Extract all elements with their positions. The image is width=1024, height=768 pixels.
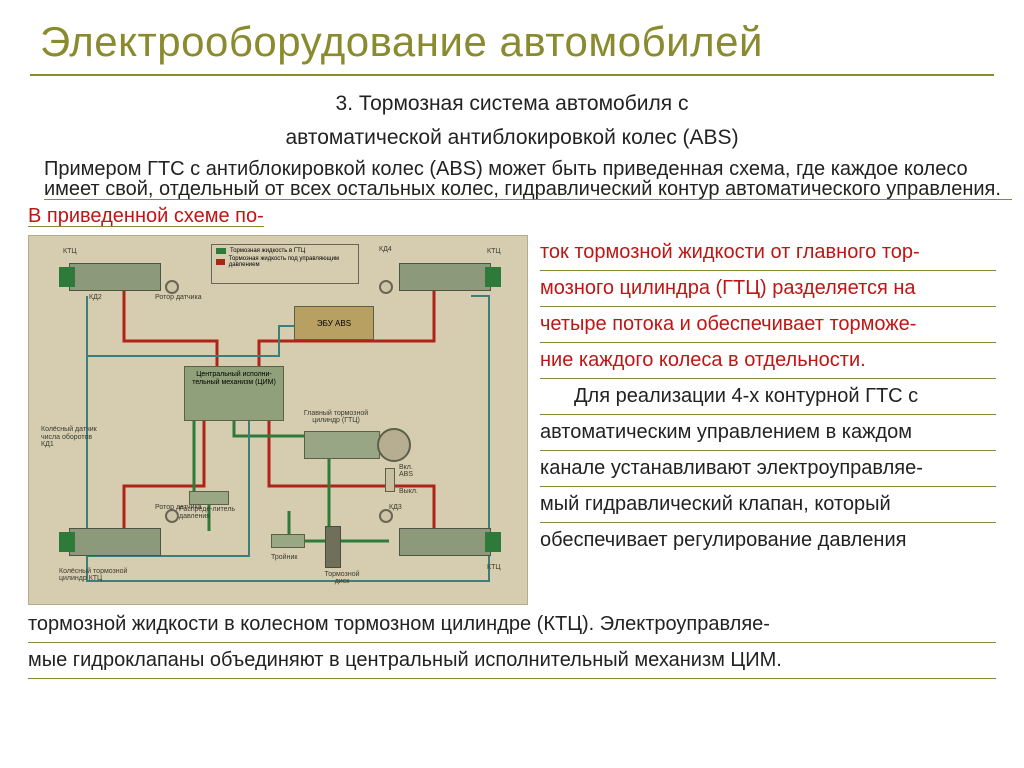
intro-black: Примером ГТС с антиблокировкой колес (AB… bbox=[44, 159, 1012, 200]
wheel-tr bbox=[399, 256, 491, 298]
page-title: Электрооборудование автомобилей bbox=[0, 0, 1024, 74]
blk-line-1: Для реализации 4-х контурной ГТС с bbox=[540, 379, 996, 415]
label-switch-off: Выкл. bbox=[399, 488, 418, 495]
abs-diagram: Тормозная жидкость в ГТЦ Тормозная жидко… bbox=[28, 235, 528, 605]
label-brake-disc: Тормозной диск bbox=[319, 571, 365, 585]
label-kd3: КД3 bbox=[389, 504, 402, 511]
wheel-br-body bbox=[399, 528, 491, 556]
label-ktc-tl: КТЦ bbox=[63, 248, 77, 255]
label-raspred: Распреде-литель давления bbox=[179, 506, 237, 520]
subtitle-line-1: 3. Тормозная система автомобиля с bbox=[28, 90, 996, 118]
gtc-block bbox=[304, 431, 380, 459]
wheel-bl-rotor bbox=[165, 509, 179, 523]
subtitle-line-2: автоматической антиблокировкой колес (AB… bbox=[28, 124, 996, 152]
intro-red-tail: В приведенной схеме по- bbox=[28, 206, 264, 227]
diagram-legend: Тормозная жидкость в ГТЦ Тормозная жидко… bbox=[211, 244, 359, 284]
ebu-block: ЭБУ ABS bbox=[294, 306, 374, 340]
content-area: 3. Тормозная система автомобиля с автома… bbox=[0, 90, 1024, 679]
wheel-bl bbox=[69, 521, 161, 563]
pressure-distributor bbox=[189, 491, 229, 505]
label-kdcho: Колёсный датчик числа оборотов КД1 bbox=[41, 426, 99, 449]
bottom-paragraph: тормозной жидкости в колесном тормозном … bbox=[28, 607, 996, 679]
right-text-column: ток тормозной жидкости от главного тор- … bbox=[540, 235, 996, 605]
blk-line-4: мый гидравлический клапан, который bbox=[540, 487, 996, 523]
red-line-2: мозного цилиндра (ГТЦ) разделяется на bbox=[540, 271, 996, 307]
wheel-tl bbox=[69, 256, 161, 298]
legend-swatch-red bbox=[216, 259, 225, 265]
intro-paragraph: Примером ГТС с антиблокировкой колес (AB… bbox=[28, 159, 996, 231]
legend-swatch-green bbox=[216, 248, 226, 254]
bottom-line-2: мые гидроклапаны объединяют в центральны… bbox=[28, 643, 996, 679]
wheel-tr-rotor bbox=[379, 280, 393, 294]
brake-disc bbox=[325, 526, 341, 568]
label-ktc-br: КТЦ bbox=[487, 564, 501, 571]
two-column-row: Тормозная жидкость в ГТЦ Тормозная жидко… bbox=[28, 235, 996, 605]
label-ktc-full: Колёсный тормозной цилиндр КТЦ bbox=[59, 568, 149, 582]
legend-row-2: Тормозная жидкость под управляющим давле… bbox=[216, 256, 354, 268]
wheel-br bbox=[399, 521, 491, 563]
diagram-column: Тормозная жидкость в ГТЦ Тормозная жидко… bbox=[28, 235, 528, 605]
red-line-3: четыре потока и обеспечивает торможе- bbox=[540, 307, 996, 343]
wheel-tl-cap bbox=[59, 267, 75, 287]
wheel-br-cap bbox=[485, 532, 501, 552]
tee-fitting bbox=[271, 534, 305, 548]
red-line-1: ток тормозной жидкости от главного тор- bbox=[540, 235, 996, 271]
wheel-br-rotor bbox=[379, 509, 393, 523]
wheel-tl-body bbox=[69, 263, 161, 291]
label-switch-on: Вкл. ABS bbox=[399, 464, 427, 478]
cim-block: Центральный исполни-тельный механизм (ЦИ… bbox=[184, 366, 284, 421]
brake-booster bbox=[377, 428, 411, 462]
bottom-line-1: тормозной жидкости в колесном тормозном … bbox=[28, 607, 996, 643]
wheel-tr-cap bbox=[485, 267, 501, 287]
wheel-tl-rotor bbox=[165, 280, 179, 294]
title-underline bbox=[30, 74, 994, 76]
label-rotor-tl: Ротор датчика bbox=[155, 294, 202, 301]
wheel-bl-body bbox=[69, 528, 161, 556]
abs-switch bbox=[385, 468, 395, 492]
label-kd2: КД2 bbox=[89, 294, 102, 301]
blk-line-3: канале устанавливают электроуправляе- bbox=[540, 451, 996, 487]
legend-row-1: Тормозная жидкость в ГТЦ bbox=[216, 248, 354, 254]
legend-text-1: Тормозная жидкость в ГТЦ bbox=[230, 248, 305, 254]
label-troynik: Тройник bbox=[271, 554, 297, 561]
legend-text-2: Тормозная жидкость под управляющим давле… bbox=[229, 256, 354, 268]
label-gtc: Главный тормозной цилиндр (ГТЦ) bbox=[291, 410, 381, 424]
label-kd4: КД4 bbox=[379, 246, 392, 253]
label-ktc-tr: КТЦ bbox=[487, 248, 501, 255]
blk-line-2: автоматическим управлением в каждом bbox=[540, 415, 996, 451]
wheel-tr-body bbox=[399, 263, 491, 291]
blk-line-5: обеспечивает регулирование давления bbox=[540, 523, 996, 558]
wheel-bl-cap bbox=[59, 532, 75, 552]
red-line-4: ние каждого колеса в отдельности. bbox=[540, 343, 996, 379]
